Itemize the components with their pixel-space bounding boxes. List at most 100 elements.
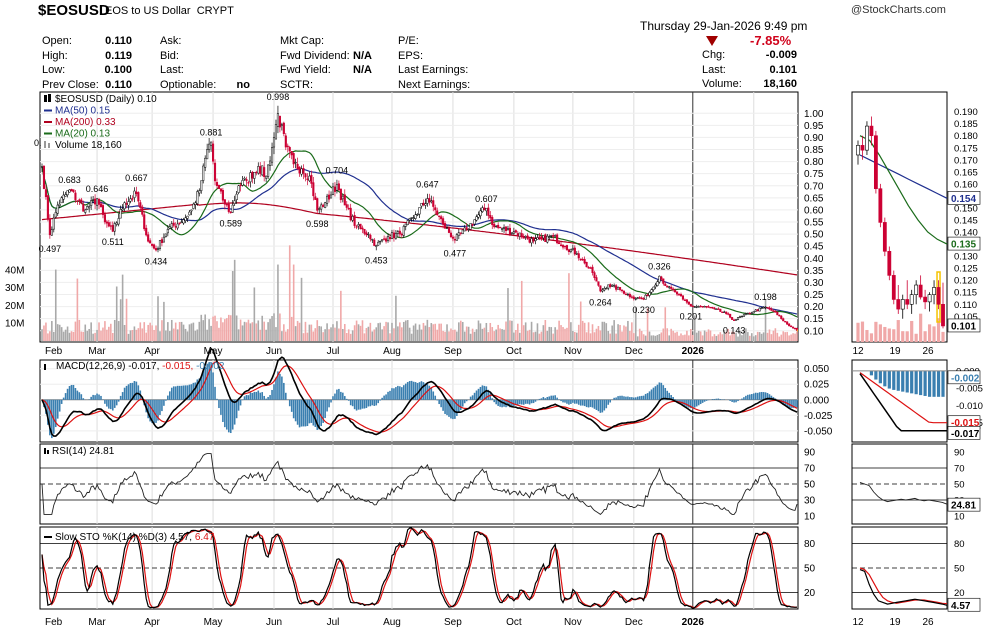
macd-histogram-bar: [322, 399, 324, 423]
candle-body: [514, 230, 517, 233]
price-ytick: 0.35: [804, 266, 824, 277]
macd-histogram-bar: [760, 391, 763, 400]
volume-bar: [581, 320, 584, 341]
macd-histogram-bar: [595, 399, 598, 410]
volume-bar: [725, 331, 728, 341]
macd-histogram-bar: [351, 399, 354, 407]
volume-bar: [534, 331, 537, 341]
macd-histogram-bar: [363, 399, 366, 409]
candle-body: [744, 313, 747, 315]
ma50-line: [41, 166, 798, 315]
candle-body: [392, 232, 395, 239]
volume-bar: [442, 330, 444, 341]
x-axis-label: Jun: [266, 346, 282, 357]
candle-body: [170, 223, 173, 228]
volume-bar: [684, 334, 686, 341]
macd-histogram-bar: [314, 399, 317, 427]
volume-bar: [619, 324, 621, 341]
candle-body: [646, 294, 649, 297]
volume-bar: [310, 324, 313, 341]
macd-histogram-bar: [436, 399, 438, 401]
macd-legend-part: -0.002: [193, 361, 225, 372]
candle-body: [306, 178, 309, 180]
volume-bar: [224, 319, 226, 341]
candle-body: [217, 185, 221, 189]
macd-histogram-bar: [768, 394, 771, 400]
macd-histogram-bar: [113, 399, 116, 408]
fund-label: SCTR:: [280, 78, 313, 91]
sto-ytick: 50: [804, 564, 816, 575]
volume-bar: [357, 324, 360, 341]
macd-histogram-bar: [577, 399, 580, 405]
volume-bar: [365, 327, 368, 341]
quote-label: Last:: [160, 64, 184, 76]
macd-histogram-bar: [308, 399, 311, 424]
volume-bar: [477, 320, 480, 341]
candle-body: [99, 203, 103, 207]
candle-body: [483, 207, 486, 211]
inset-macd-histogram: [941, 370, 945, 397]
macd-histogram-bar: [420, 381, 423, 400]
volume-bar: [52, 331, 55, 341]
macd-histogram-bar: [741, 398, 743, 400]
candle-body: [571, 247, 574, 250]
volume-bar: [463, 331, 466, 341]
macd-histogram-bar: [224, 399, 226, 428]
macd-histogram-bar: [399, 386, 401, 400]
volume-bar: [450, 328, 452, 341]
inset-volume-bar: [901, 331, 905, 342]
inset-macd-histogram: [883, 370, 887, 387]
volume-bar: [62, 331, 65, 341]
inset-price-ytick: 0.165: [954, 167, 978, 178]
candle-body: [471, 224, 474, 226]
macd-histogram-bar: [758, 392, 761, 400]
macd-histogram-bar: [733, 399, 735, 403]
candle-body: [611, 284, 614, 287]
volume-bar: [263, 321, 265, 341]
volume-bar: [693, 315, 696, 341]
candle-body: [206, 149, 209, 160]
volume-bar: [194, 330, 197, 341]
candle-body: [153, 244, 156, 249]
macd-histogram-bar: [640, 395, 643, 400]
macd-histogram-bar: [568, 399, 570, 405]
macd-histogram-bar: [593, 399, 596, 409]
candle-body: [412, 217, 415, 219]
volume-bar: [176, 329, 179, 341]
macd-histogram-bar: [695, 399, 698, 407]
volume-bar: [170, 319, 173, 341]
candle-body: [652, 286, 655, 291]
macd-histogram-bar: [530, 399, 533, 404]
price-ytick: 1.00: [804, 109, 824, 120]
volume-bar: [794, 333, 796, 341]
stat-value: 0.110: [105, 35, 132, 47]
volume-bar: [432, 324, 435, 341]
inset-price-ytick: 0.175: [954, 143, 978, 154]
volume-bar: [499, 328, 501, 341]
inset-candle-body: [887, 251, 892, 276]
fund-value: N/A: [353, 64, 372, 76]
candle-body: [318, 208, 321, 210]
candle-body: [383, 238, 386, 240]
price-annotation: 0.453: [365, 255, 388, 265]
candle-body: [453, 239, 456, 241]
macd-histogram-bar: [347, 399, 350, 401]
candle-body: [772, 310, 775, 312]
x-axis-label: Jul: [327, 617, 340, 628]
inset-macd-histogram: [936, 370, 941, 397]
candle-body: [386, 236, 390, 241]
candle-body: [135, 191, 138, 194]
candle-body: [593, 272, 596, 278]
inset-rsi-ytick: 70: [954, 464, 965, 475]
volume-bar: [583, 322, 586, 341]
volume-bar: [536, 323, 539, 341]
macd-histogram-bar: [345, 398, 348, 400]
macd-histogram-bar: [401, 387, 403, 400]
macd-histogram-bar: [623, 396, 625, 400]
volume-bar: [106, 329, 108, 341]
inset-macd-histogram: [874, 370, 878, 380]
volume-bar: [670, 328, 672, 341]
macd-histogram-bar: [548, 396, 551, 400]
macd-histogram-bar: [251, 392, 254, 400]
volume-bar: [526, 330, 529, 341]
